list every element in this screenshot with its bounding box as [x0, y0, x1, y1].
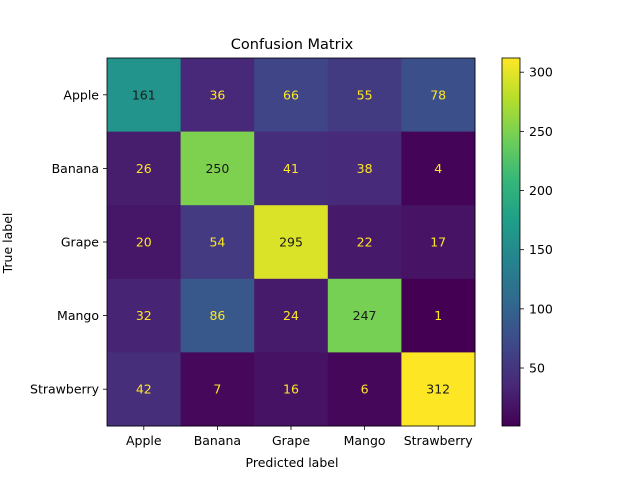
cell-value-label: 247: [353, 308, 377, 323]
heatmap-cell: [180, 131, 255, 206]
cell-value-label: 26: [136, 161, 152, 176]
heatmap-cell: [327, 352, 402, 427]
y-tick-label: Grape: [61, 235, 99, 250]
cell-value-label: 78: [430, 87, 446, 102]
heatmap-cell: [401, 352, 476, 427]
heatmap-cells: [107, 58, 476, 427]
heatmap-cell: [401, 131, 476, 206]
cell-value-label: 20: [136, 235, 152, 250]
heatmap-cell: [401, 58, 476, 133]
x-tick-label: Mango: [344, 433, 386, 448]
heatmap-cell: [180, 205, 255, 280]
y-axis-ticks: Apple Banana Grape Mango Strawberry: [30, 87, 107, 397]
heatmap-cell: [107, 58, 182, 133]
colorbar-frame: [501, 57, 521, 427]
colorbar-tick-label: 100: [529, 301, 553, 316]
colorbar-ticks: 50 100 150 200 250 300: [520, 65, 553, 376]
y-axis-label: True label: [0, 213, 15, 275]
chart-title: Confusion Matrix: [231, 37, 354, 53]
heatmap-cell: [401, 278, 476, 353]
heatmap-cell: [107, 352, 182, 427]
heatmap-cell: [327, 131, 402, 206]
cell-value-label: 41: [283, 161, 299, 176]
heatmap-cell: [254, 352, 329, 427]
cell-value-label: 4: [434, 161, 442, 176]
cell-value-label: 1: [434, 308, 442, 323]
cell-value-label: 38: [357, 161, 373, 176]
cell-value-label: 16: [283, 382, 299, 397]
heatmap-cell: [254, 131, 329, 206]
y-tick-label: Apple: [63, 87, 99, 102]
heatmap-cell: [327, 58, 402, 133]
cell-value-label: 42: [136, 382, 152, 397]
heatmap-cell: [327, 205, 402, 280]
heatmap-cell: [180, 352, 255, 427]
cell-value-label: 24: [283, 308, 299, 323]
heatmap-cell: [107, 205, 182, 280]
heatmap-cell: [254, 205, 329, 280]
cell-value-label: 54: [209, 235, 225, 250]
x-axis-label: Predicted label: [246, 455, 339, 470]
cell-value-label: 55: [357, 87, 373, 102]
heatmap-cell: [254, 278, 329, 353]
cell-value-label: 312: [426, 382, 450, 397]
x-axis-ticks: Apple Banana Grape Mango Strawberry: [126, 426, 473, 448]
cell-value-label: 32: [136, 308, 152, 323]
x-tick-label: Strawberry: [404, 433, 474, 448]
colorbar-tick-label: 150: [529, 242, 553, 257]
colorbar: [502, 58, 520, 426]
cell-value-label: 17: [430, 235, 446, 250]
heatmap-cell: [327, 278, 402, 353]
cell-value-label: 161: [132, 87, 156, 102]
cell-value-label: 7: [213, 382, 221, 397]
x-tick-label: Grape: [272, 433, 310, 448]
cell-value-label: 295: [279, 235, 303, 250]
colorbar-tick-label: 50: [529, 361, 545, 376]
colorbar-tick-label: 200: [529, 183, 553, 198]
heatmap-cell: [107, 131, 182, 206]
cell-value-label: 66: [283, 87, 299, 102]
cell-value-label: 86: [209, 308, 225, 323]
cell-value-label: 36: [209, 87, 225, 102]
heatmap-cell: [401, 205, 476, 280]
cell-value-label: 6: [361, 382, 369, 397]
heatmap-cell: [254, 58, 329, 133]
y-tick-label: Banana: [52, 161, 99, 176]
x-tick-label: Apple: [126, 433, 162, 448]
y-tick-label: Mango: [57, 308, 99, 323]
x-tick-label: Banana: [194, 433, 241, 448]
cell-value-label: 22: [357, 235, 373, 250]
heatmap-cell: [180, 58, 255, 133]
heatmap-cell: [107, 278, 182, 353]
y-tick-label: Strawberry: [30, 382, 100, 397]
heatmap-cell: [180, 278, 255, 353]
cell-value-label: 250: [205, 161, 229, 176]
colorbar-tick-label: 250: [529, 124, 553, 139]
colorbar-tick-label: 300: [529, 65, 553, 80]
